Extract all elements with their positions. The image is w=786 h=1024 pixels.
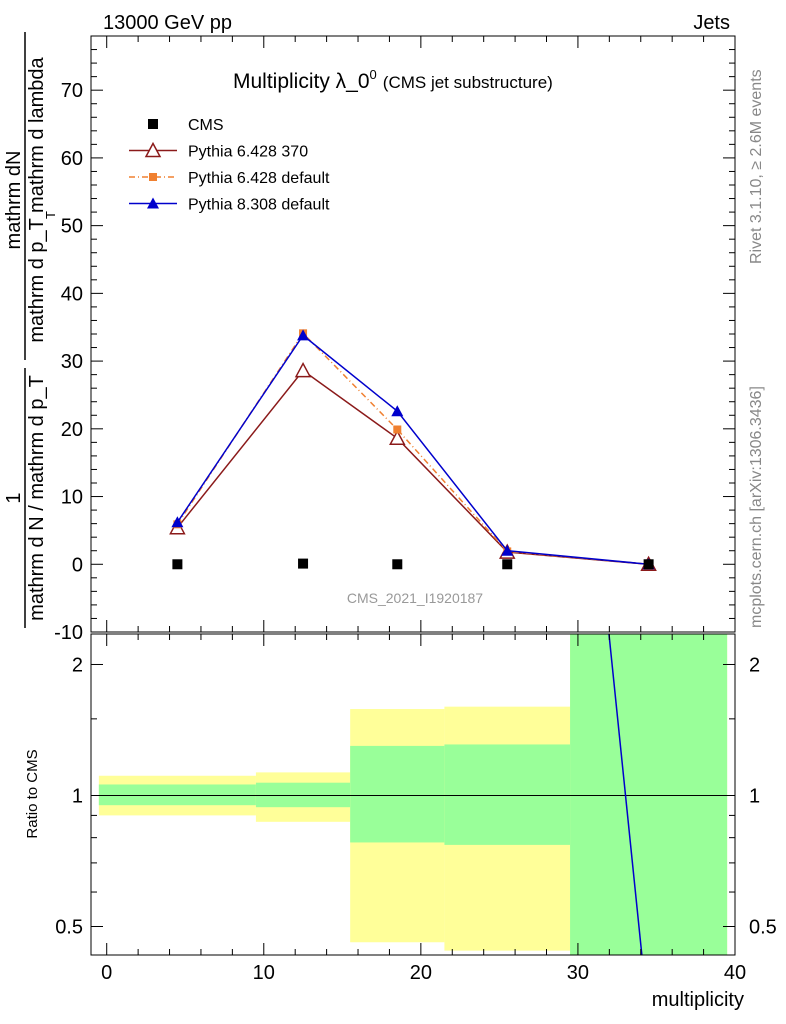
y-tick-label: 10 (61, 487, 83, 509)
data-point-cms (298, 558, 309, 569)
data-point-cms (502, 559, 513, 570)
x-axis-label: multiplicity (652, 989, 744, 1011)
mcplots-label: mcplots.cern.ch [arXiv:1306.3436] (748, 386, 765, 628)
data-point-cms (392, 559, 403, 570)
data-point-pythia-6-428-370 (389, 429, 406, 446)
band-green-2 (350, 745, 445, 843)
y-tick-label: 0 (72, 554, 83, 576)
legend-marker-pythia-6-428-370 (144, 141, 162, 158)
process-label: Jets (693, 12, 730, 34)
band-green-3 (444, 744, 571, 845)
y-tick-label: 20 (61, 419, 83, 441)
y-tick-label: 70 (61, 80, 83, 102)
ratio-y-tick-label: 0.5 (55, 916, 83, 938)
ratio-panel: 0.5 0.5 1 1 2 2 0 10 20 30 40 Ratio to CMS multip… (24, 36, 777, 1011)
x-axis: 0 10 20 30 40 (101, 36, 746, 984)
main-panel: -10 0 10 20 30 40 50 60 70 Multiplicity λ_00 (CMS… (54, 35, 736, 644)
main-y-axis: -10 0 10 20 30 40 50 60 70 (54, 35, 735, 644)
x-tick-label: 30 (567, 962, 589, 984)
ylabel-numerator: mathrm dN (3, 151, 25, 250)
series-line-pythia-8-308-default (176, 334, 649, 566)
data-point-pythia-6-428-370 (294, 361, 312, 378)
ylabel-denominator-subscript: T (43, 211, 58, 219)
x-tick-label: 10 (253, 962, 275, 984)
legend: CMS Pythia 6.428 370 Pythia 6.428 default P… (129, 117, 330, 214)
legend-label-pythia-8-308-default: Pythia 8.308 default (188, 197, 330, 214)
legend-marker-pythia-8-308-default (147, 197, 159, 209)
data-point-pythia-8-308-default (501, 544, 514, 556)
data-point-cms (643, 559, 654, 570)
analysis-watermark: CMS_2021_I1920187 (347, 590, 483, 606)
x-tick-label: 40 (724, 962, 746, 984)
ratio-y-axis: 0.5 0.5 1 1 2 2 (55, 654, 777, 938)
series-line-pythia-6-428-370 (176, 369, 649, 566)
y-tick-label: 60 (61, 148, 83, 170)
x-tick-label: 0 (101, 962, 112, 984)
ylabel-prefix-numerator: 1 (3, 492, 25, 503)
legend-marker-pythia-6-428-default (149, 173, 157, 181)
series-line-pythia-6-428-default (176, 332, 649, 566)
x-tick-label: 20 (410, 962, 432, 984)
y-tick-label: 50 (61, 216, 83, 238)
main-series (169, 329, 657, 572)
ratio-panel-frame (90, 633, 736, 956)
ratio-y-tick-label-right: 0.5 (749, 916, 777, 938)
rivet-version-label: Rivet 3.1.10, ≥ 2.6M events (748, 69, 765, 264)
chart-title: Multiplicity λ_00 (CMS jet substructure) (233, 67, 553, 93)
legend-label-pythia-6-428-default: Pythia 6.428 default (188, 170, 330, 187)
data-point-pythia-8-308-default (391, 405, 404, 417)
main-y-axis-label: 1 mathrm d N / mathrm d p_T mathrm dN ma… (3, 32, 58, 628)
ratio-y-tick-label-right: 1 (749, 785, 760, 807)
data-point-pythia-6-428-default (393, 425, 402, 434)
ratio-series (608, 634, 643, 955)
legend-label-cms: CMS (188, 117, 224, 134)
legend-marker-cms (148, 119, 158, 129)
data-point-pythia-8-308-default (297, 329, 310, 341)
y-tick-label: 40 (61, 283, 83, 305)
ratio-y-tick-label: 2 (72, 654, 83, 676)
ylabel-prefix-denominator: mathrm d N / mathrm d p_T (26, 375, 48, 621)
ratio-line-pythia-8-308-default (608, 634, 643, 955)
legend-label-pythia-6-428-370: Pythia 6.428 370 (188, 144, 308, 161)
band-green-0 (98, 784, 256, 806)
data-point-cms (172, 559, 183, 570)
data-point-pythia-8-308-default (171, 516, 184, 528)
ratio-y-tick-label-right: 2 (749, 654, 760, 676)
collision-energy-label: 13000 GeV pp (103, 12, 232, 34)
ratio-y-tick-label: 1 (72, 785, 83, 807)
uncertainty-bands (98, 634, 728, 955)
ratio-y-axis-label: Ratio to CMS (24, 749, 41, 838)
band-green-4 (570, 634, 728, 955)
band-green-1 (255, 782, 351, 808)
y-tick-label: 30 (61, 351, 83, 373)
y-tick-label: -10 (54, 622, 83, 644)
ylabel-denominator: mathrm d p_T mathrm d lambda (26, 56, 48, 342)
